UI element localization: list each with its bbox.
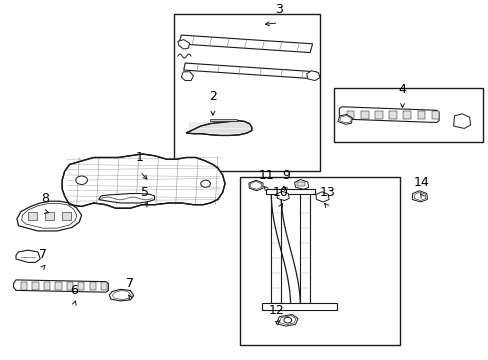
- Bar: [45, 212, 54, 220]
- Circle shape: [76, 176, 87, 184]
- Bar: [101, 282, 107, 290]
- Polygon shape: [266, 189, 314, 194]
- Text: 6: 6: [70, 284, 78, 297]
- Text: 13: 13: [319, 186, 334, 199]
- Polygon shape: [294, 180, 308, 189]
- Polygon shape: [16, 250, 40, 262]
- Bar: [388, 111, 396, 120]
- Bar: [21, 282, 27, 290]
- Text: 7: 7: [126, 278, 134, 291]
- Text: 2: 2: [208, 90, 216, 103]
- Polygon shape: [178, 40, 189, 49]
- Bar: [346, 111, 354, 120]
- Bar: [374, 111, 382, 120]
- Text: 3: 3: [274, 3, 282, 16]
- Bar: [55, 282, 61, 290]
- Polygon shape: [261, 303, 336, 310]
- Bar: [431, 111, 439, 120]
- Bar: [174, 14, 319, 171]
- Bar: [28, 212, 37, 220]
- Text: 12: 12: [268, 303, 284, 317]
- Polygon shape: [276, 315, 297, 326]
- Polygon shape: [183, 63, 316, 79]
- Text: 5: 5: [141, 186, 148, 199]
- Polygon shape: [186, 121, 251, 135]
- Polygon shape: [453, 114, 469, 129]
- Polygon shape: [179, 35, 312, 53]
- Bar: [32, 282, 39, 290]
- Text: 9: 9: [281, 169, 289, 182]
- Polygon shape: [300, 193, 309, 308]
- Bar: [360, 111, 368, 120]
- Bar: [62, 212, 71, 220]
- Polygon shape: [411, 191, 427, 202]
- Text: 7: 7: [39, 248, 47, 261]
- Bar: [43, 282, 50, 290]
- Polygon shape: [109, 289, 133, 301]
- Text: 10: 10: [272, 186, 288, 199]
- Circle shape: [284, 317, 291, 323]
- Polygon shape: [315, 192, 328, 202]
- Bar: [403, 111, 410, 120]
- Bar: [78, 282, 84, 290]
- Bar: [296, 182, 305, 186]
- Text: 8: 8: [41, 192, 49, 205]
- Polygon shape: [181, 72, 193, 81]
- Text: 14: 14: [413, 176, 429, 189]
- Bar: [66, 282, 73, 290]
- Text: 4: 4: [398, 83, 406, 96]
- Polygon shape: [248, 180, 263, 191]
- Text: 11: 11: [258, 169, 274, 182]
- Polygon shape: [99, 194, 154, 203]
- Polygon shape: [276, 192, 288, 201]
- Polygon shape: [339, 107, 438, 122]
- Polygon shape: [62, 154, 224, 208]
- Polygon shape: [271, 193, 281, 308]
- Text: 1: 1: [136, 152, 143, 165]
- Bar: [210, 119, 237, 121]
- Polygon shape: [306, 71, 319, 81]
- Bar: [334, 87, 482, 142]
- Circle shape: [201, 180, 210, 187]
- Bar: [417, 111, 425, 120]
- Polygon shape: [17, 201, 81, 231]
- Polygon shape: [337, 114, 352, 124]
- Bar: [239, 177, 399, 345]
- Polygon shape: [14, 280, 108, 292]
- Bar: [89, 282, 96, 290]
